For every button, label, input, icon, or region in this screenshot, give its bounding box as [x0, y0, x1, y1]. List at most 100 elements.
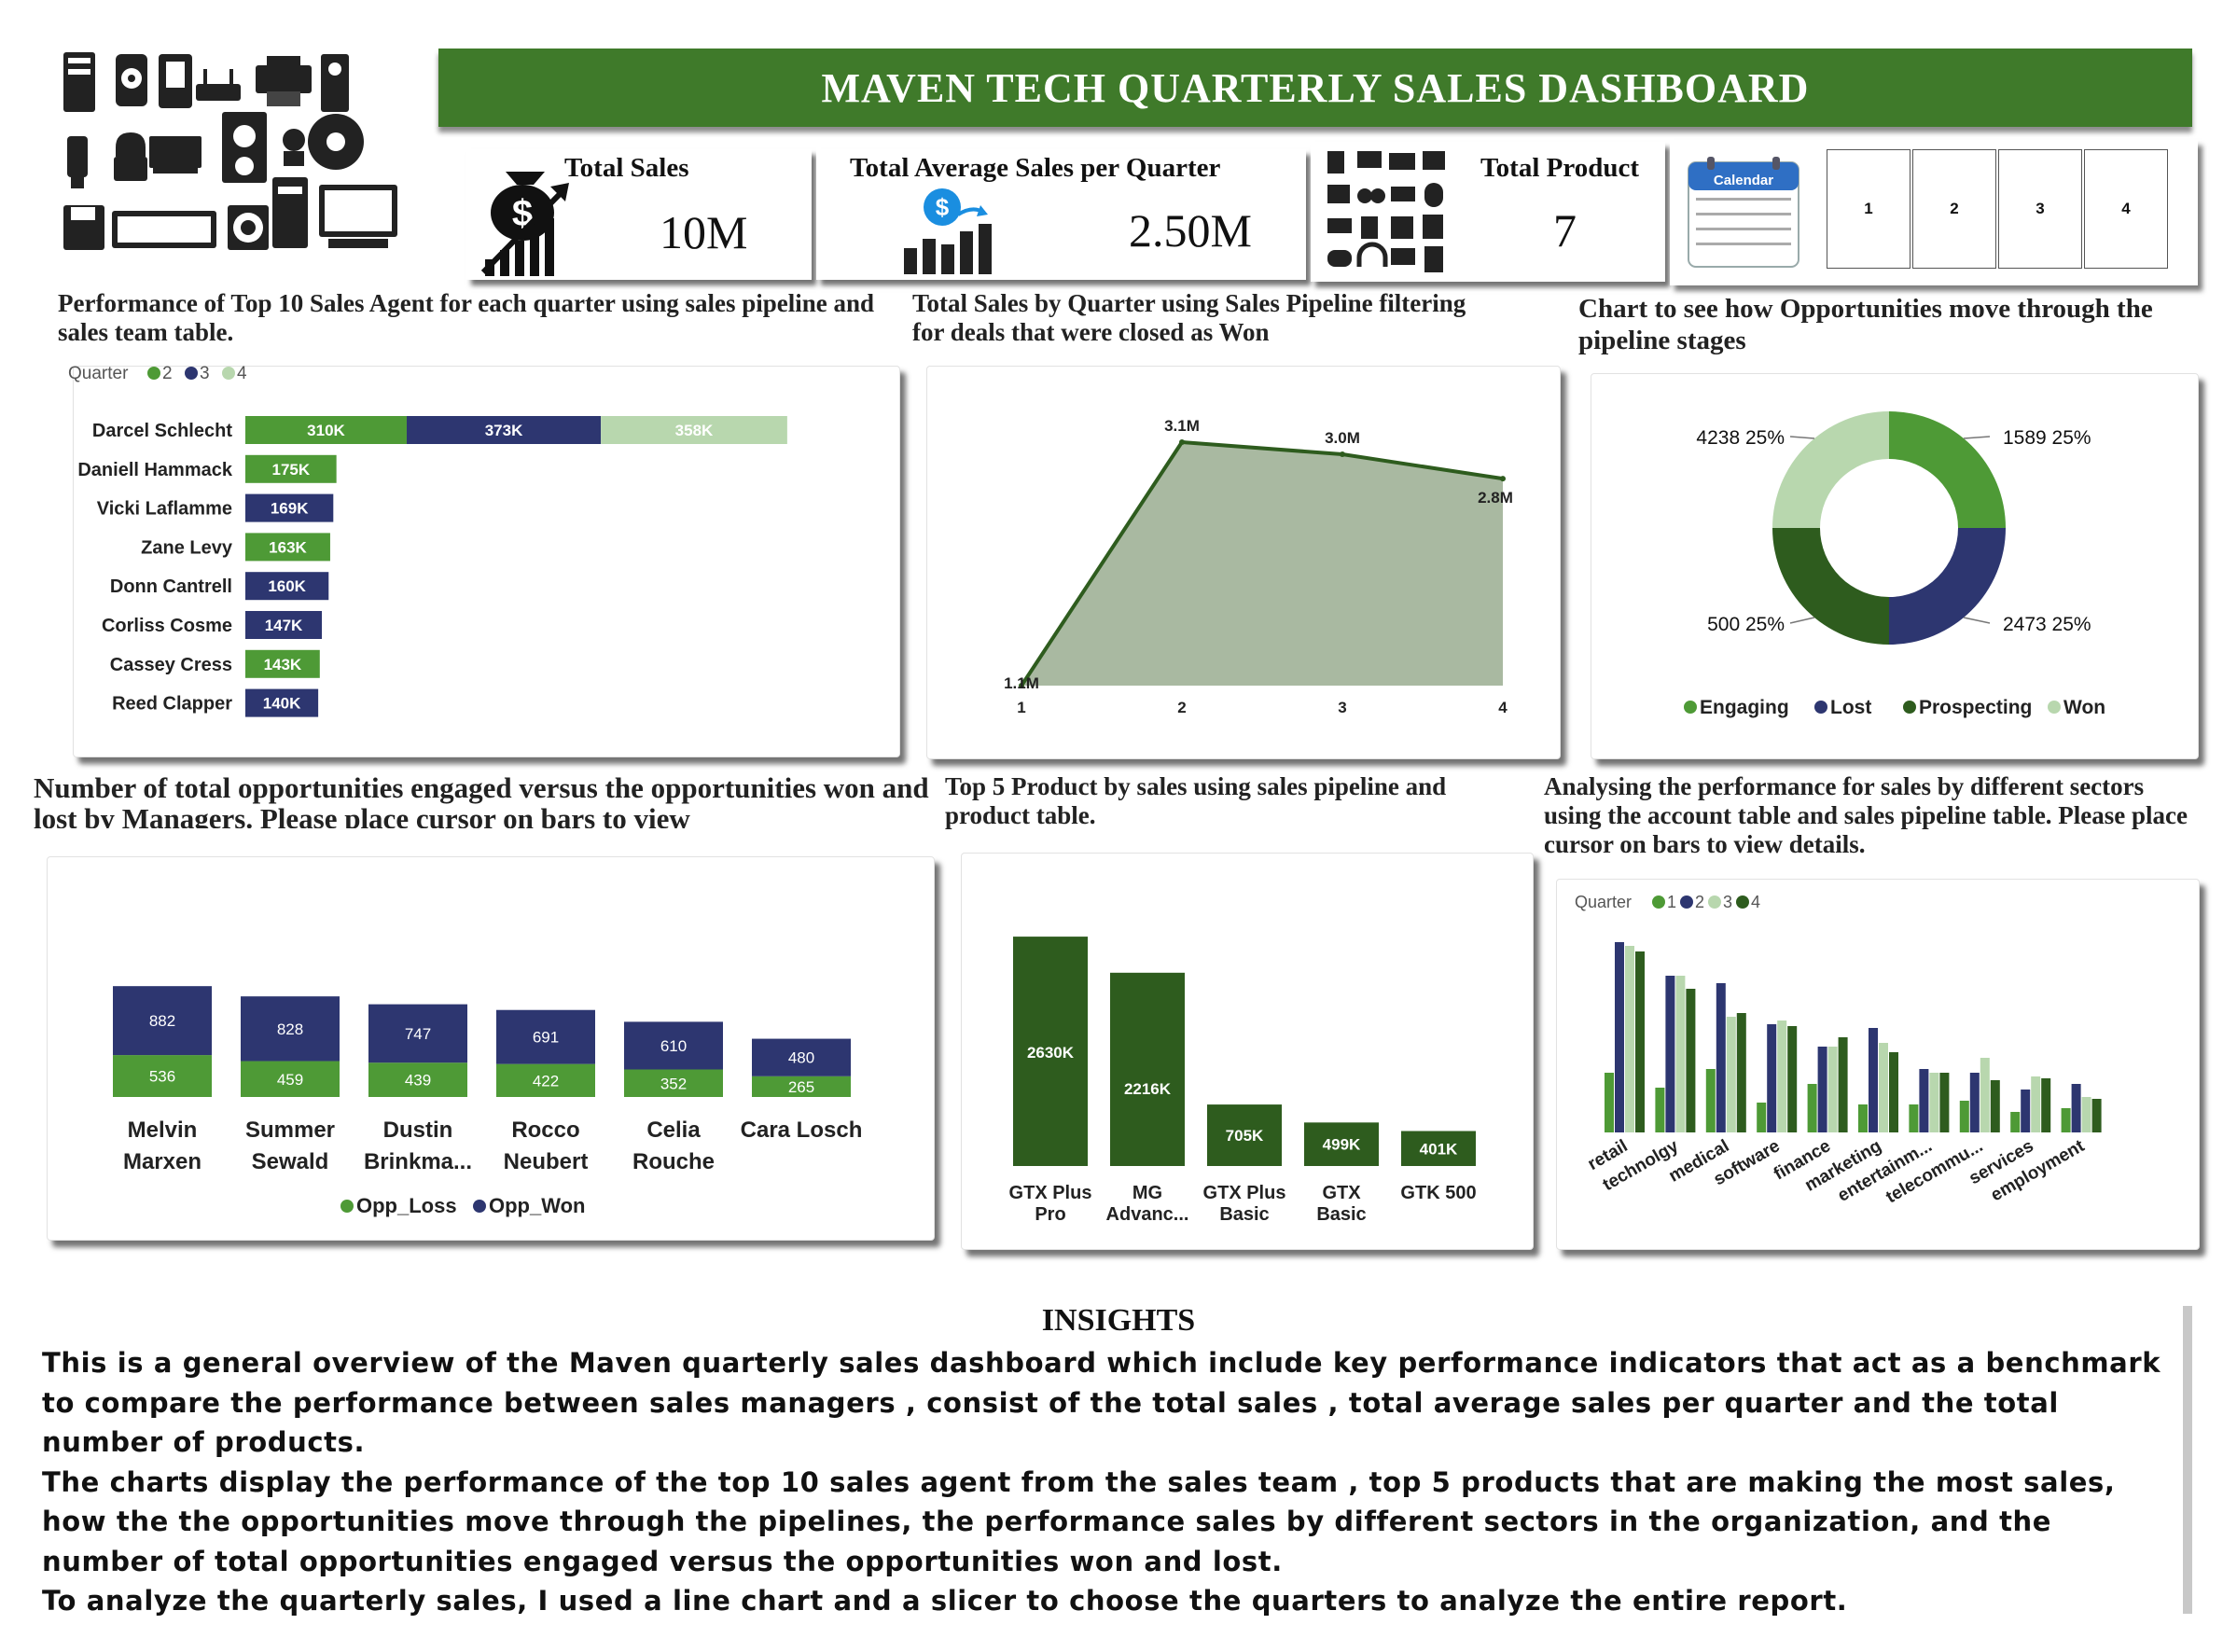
quarter-x-tick: 4 [1498, 699, 1508, 716]
slicer-quarter-2[interactable]: 2 [1912, 149, 1996, 269]
manager-bar-won [624, 1021, 723, 1070]
manager-loss-label: 422 [533, 1072, 559, 1090]
managers-chart-title: Number of total opportunities engaged ve… [34, 772, 929, 828]
pipeline-slice-lost [1889, 528, 2006, 645]
manager-bar-won [113, 986, 212, 1056]
sector-bar [2091, 1099, 2102, 1132]
pipeline-slice-label: 1589 25% [2003, 427, 2091, 449]
quarter-value-label: 3.1M [1164, 417, 1200, 435]
agent-bar-segment [245, 416, 407, 444]
calendar-icon: Calendar [1688, 157, 1799, 268]
agent-bar-label: 169K [271, 500, 309, 518]
sectors-legend-label-2: 2 [1695, 893, 1704, 911]
manager-bar-loss [624, 1069, 723, 1097]
agent-bar-label: 160K [268, 577, 306, 595]
product-name-label: GTX Plus [1203, 1183, 1286, 1203]
agent-name-label: Zane Levy [141, 537, 233, 558]
agents-legend-label-2: 2 [162, 364, 173, 383]
slicer-quarter-4[interactable]: 4 [2084, 149, 2168, 269]
agents-chart-title: Performance of Top 10 Sales Agent for ea… [58, 289, 875, 346]
agent-bar-label: 143K [264, 656, 302, 673]
pipeline-legend-label: Won [2063, 697, 2105, 718]
insights-paragraph-3: To analyze the quarterly sales, I used a… [42, 1585, 1848, 1617]
product-bar [1110, 972, 1185, 1166]
kpi-total-product-card: Total Product 7 [1311, 142, 1665, 282]
agents-bar-chart: Quarter 2 3 4 Darcel Schlecht 310K 373K 358K Dan… [68, 364, 787, 717]
quarter-area-fill [1021, 442, 1503, 686]
quarter-x-tick: 2 [1177, 699, 1186, 716]
pipeline-slice-label: 2473 25% [2003, 614, 2091, 635]
managers-legend-label: Opp_Won [489, 1194, 585, 1217]
sector-bar [1665, 976, 1675, 1132]
sector-bar [2061, 1108, 2071, 1132]
quarter-point [1179, 439, 1185, 445]
product-name-label: Basic [1316, 1204, 1366, 1225]
sector-bar [1615, 942, 1624, 1132]
insights-title: INSIGHTS [1041, 1303, 1196, 1338]
manager-won-label: 610 [660, 1037, 687, 1055]
manager-name-label: Marxen [123, 1149, 201, 1174]
kpi-avg-sales-card: $ Total Average Sales per Quarter 2.50M [816, 149, 1306, 280]
pipeline-legend-label: Lost [1830, 697, 1871, 718]
agent-bar-label: 373K [485, 422, 523, 439]
sector-bar [2010, 1112, 2021, 1132]
product-name-label: GTX Plus [1009, 1183, 1092, 1203]
agent-bar-label: 147K [265, 617, 303, 634]
insights-paragraph-2: The charts display the performance of th… [42, 1465, 2116, 1577]
product-name-label: Pro [1035, 1204, 1065, 1225]
manager-loss-label: 265 [788, 1078, 814, 1096]
sector-bar [1959, 1101, 1969, 1132]
manager-bar-loss [752, 1076, 851, 1097]
sector-bar [1889, 1052, 1898, 1132]
quarter-point [1019, 683, 1024, 688]
sector-bar [1767, 1024, 1777, 1132]
manager-name-label: Brinkma... [364, 1149, 472, 1174]
product-name-label: GTX [1322, 1183, 1361, 1203]
agent-bar-label: 310K [307, 422, 345, 439]
slicer-quarter-1[interactable]: 1 [1827, 149, 1910, 269]
manager-loss-label: 439 [405, 1072, 431, 1090]
sectors-legend-dot-1 [1652, 895, 1665, 909]
pipeline-legend-label: Prospecting [1919, 697, 2032, 718]
pipeline-slice-engaging [1889, 411, 2006, 528]
calendar-label: Calendar [1714, 173, 1773, 188]
agent-name-label: Cassey Cress [110, 655, 232, 675]
sector-bar [1980, 1058, 1990, 1132]
devices-grid-icon [1327, 151, 1445, 272]
agents-legend-dot-4 [222, 367, 235, 380]
agent-bar-label: 163K [269, 538, 307, 556]
pipeline-donut-chart: 1589 25% 2473 25% 500 25% 4238 25% Engaging L… [1684, 411, 2105, 718]
agents-legend-title: Quarter [68, 364, 129, 383]
slicer-quarter-3[interactable]: 3 [1998, 149, 2082, 269]
quarter-area-line [1020, 439, 1504, 687]
sectors-legend-dot-4 [1736, 895, 1749, 909]
sector-bar [1919, 1069, 1929, 1132]
sector-bar [1625, 946, 1634, 1132]
manager-bar-loss [241, 1061, 340, 1097]
product-bar-label: 705K [1226, 1127, 1264, 1145]
manager-won-label: 747 [405, 1025, 431, 1043]
agent-bar-label: 140K [263, 695, 301, 713]
insights-scrollbar[interactable] [2183, 1306, 2192, 1614]
sector-bar [1705, 1069, 1716, 1132]
sector-bar [2081, 1097, 2091, 1132]
kpi-total-product-label: Total Product [1480, 153, 1639, 183]
product-bar-label: 2630K [1027, 1044, 1075, 1062]
manager-bar-loss [113, 1055, 212, 1097]
sector-bar [2021, 1090, 2031, 1132]
quarter-point [1340, 451, 1345, 458]
quarter-value-label: 2.8M [1478, 489, 1513, 507]
manager-loss-label: 536 [149, 1068, 175, 1086]
product-name-label: Advanc... [1106, 1204, 1189, 1225]
dollar-bar-chart-icon: $ [904, 188, 992, 274]
kpi-total-sales-label: Total Sales [564, 153, 689, 183]
agents-legend-dot-3 [185, 367, 198, 380]
kpi-total-product-value: 7 [1553, 204, 1577, 257]
product-bar [1304, 1122, 1379, 1166]
manager-name-label: Rocco [511, 1118, 579, 1143]
agent-bar-segment [245, 688, 319, 717]
manager-won-label: 691 [533, 1029, 559, 1047]
manager-won-label: 882 [149, 1012, 175, 1030]
quarter-value-label: 3.0M [1325, 429, 1360, 447]
kpi-avg-sales-label: Total Average Sales per Quarter [850, 153, 1221, 183]
